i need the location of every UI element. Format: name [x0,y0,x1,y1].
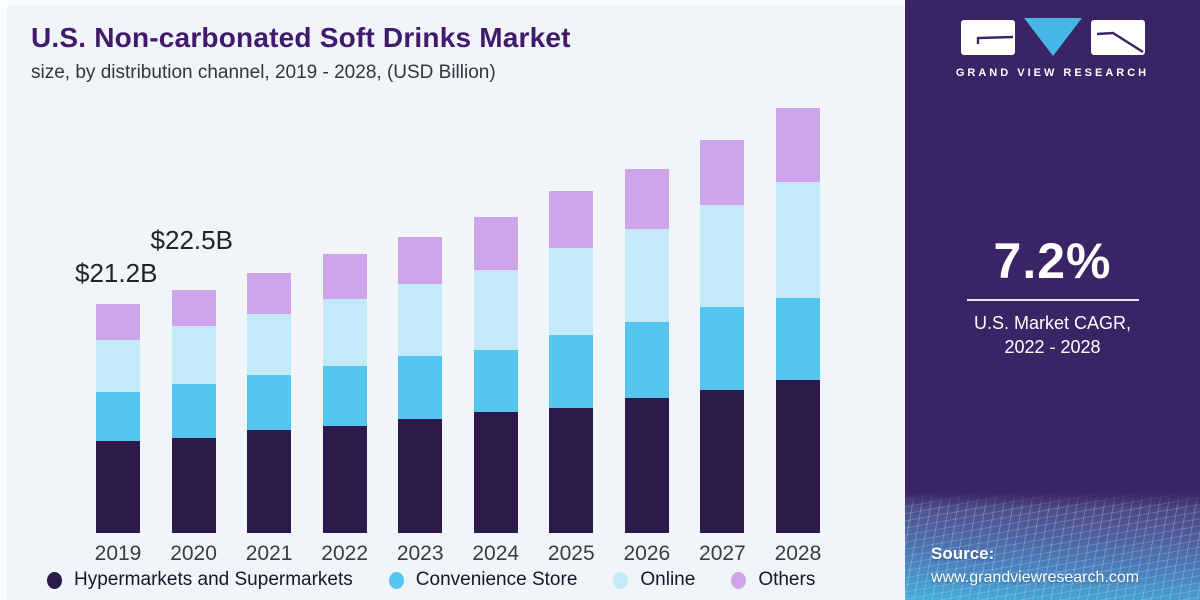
bar-segment-others-2020 [171,289,216,327]
bar-segment-convenience-store-2028 [775,298,820,381]
source-url: www.grandviewresearch.com [931,569,1140,586]
bar-segment-others-2025 [549,191,594,249]
bar-column-2025: 2025 [548,191,595,565]
bar-segment-convenience-store-2023 [398,355,443,420]
bar-segment-convenience-store-2019 [96,392,140,441]
gvr-logo: GRAND VIEW RESEARCH [905,18,1200,79]
cagr-caption-line2: 2022 - 2028 [1004,337,1101,358]
x-axis-label-2022: 2022 [321,542,368,565]
bar-segment-others-2028 [775,107,820,183]
bar-segment-convenience-store-2020 [171,383,216,438]
bar-segment-online-2026 [624,228,669,323]
x-axis-label-2025: 2025 [547,542,595,565]
bar-column-2020: $22.5B 2020 [151,225,233,565]
bar-segment-online-2023 [398,284,443,356]
x-axis-label-2021: 2021 [245,542,293,565]
gvr-logo-mark [905,18,1200,56]
logo-v-triangle-icon [1023,18,1082,56]
x-axis-label-2027: 2027 [699,542,746,565]
x-axis-label-2026: 2026 [623,542,671,565]
legend-item-hypermarkets-and-supermarkets: Hypermarkets and Supermarkets [47,569,353,591]
cagr-block: 7.2% U.S. Market CAGR, 2022 - 2028 [905,232,1200,360]
legend-item-convenience-store: Convenience Store [388,569,578,591]
bar-segment-convenience-store-2021 [247,375,292,431]
bar-segment-hypermarkets-and-supermarkets-2020 [171,437,216,533]
bar-segment-online-2022 [322,299,367,367]
legend-label: Others [758,569,816,590]
bar-column-2022: 2022 [321,253,368,565]
legend-dot-icon [613,571,629,589]
legend-item-online: Online [613,569,695,591]
x-axis-label-2024: 2024 [472,542,520,565]
logo-r-icon [1090,19,1145,55]
bar-column-2028: 2028 [775,107,821,565]
bar-segment-others-2027 [700,140,745,206]
chart-region: U.S. Non-carbonated Soft Drinks Market s… [0,0,905,600]
bar-segment-hypermarkets-and-supermarkets-2024 [473,411,518,533]
bar-segment-convenience-store-2024 [473,350,518,412]
bar-segment-hypermarkets-and-supermarkets-2025 [549,407,594,533]
logo-g-icon [960,19,1015,55]
bar-segment-others-2024 [473,217,518,271]
bar-segment-hypermarkets-and-supermarkets-2022 [322,425,367,533]
bar-segment-hypermarkets-and-supermarkets-2021 [247,430,292,533]
bar-segment-others-2023 [398,236,443,285]
sidebar: GRAND VIEW RESEARCH 7.2% U.S. Market CAG… [905,0,1200,600]
chart-legend: Hypermarkets and Supermarkets Convenience… [47,569,815,591]
bar-column-2026: 2026 [623,169,670,565]
bar-segment-online-2021 [247,314,292,376]
bar-segment-hypermarkets-and-supermarkets-2026 [624,397,669,533]
mesh-background [905,492,1200,600]
legend-dot-icon [731,571,747,589]
bar-segment-online-2027 [700,205,745,307]
cagr-value: 7.2% [993,233,1112,289]
bar-segment-hypermarkets-and-supermarkets-2027 [700,390,745,533]
bar-segment-online-2019 [96,340,140,393]
legend-item-others: Others [731,569,815,591]
legend-dot-icon [47,571,62,589]
bar-column-2024: 2024 [472,217,519,565]
bar-segment-online-2020 [171,326,216,384]
bar-column-2027: 2027 [699,140,746,565]
stacked-bar-chart: $21.2B 2019 $22.5B 2020 2021 2022 2023 2024 2025… [75,93,821,565]
bar-value-annotation-2020: $22.5B [150,224,233,255]
bar-segment-convenience-store-2027 [700,306,745,391]
brand-name: GRAND VIEW RESEARCH [955,67,1150,79]
page-title: U.S. Non-carbonated Soft Drinks Market [31,22,571,53]
bar-column-2021: 2021 [246,273,292,565]
cagr-caption-line1: U.S. Market CAGR, [973,313,1132,333]
mesh-fade [905,492,1200,508]
x-axis-label-2023: 2023 [396,542,444,565]
x-axis-label-2028: 2028 [774,542,822,565]
page-subtitle: size, by distribution channel, 2019 - 20… [31,62,496,83]
bar-segment-convenience-store-2026 [624,322,669,398]
bar-segment-hypermarkets-and-supermarkets-2019 [96,441,140,533]
bar-segment-online-2028 [775,182,820,299]
legend-dot-icon [388,571,404,589]
bar-segment-others-2022 [322,253,367,300]
bar-value-annotation-2019: $21.2B [75,257,158,288]
bar-segment-others-2026 [624,169,669,229]
x-axis-label-2020: 2020 [170,542,217,565]
bar-segment-others-2021 [247,273,292,315]
bar-segment-online-2025 [549,248,594,335]
legend-label: Online [640,569,696,590]
bar-segment-others-2019 [96,303,140,341]
cagr-divider [966,299,1139,301]
source-label: Source: [931,544,995,563]
bar-column-2023: 2023 [397,236,444,565]
bar-segment-convenience-store-2022 [322,366,367,426]
x-axis-label-2019: 2019 [94,542,142,565]
chart-header: U.S. Non-carbonated Soft Drinks Market s… [31,22,571,84]
bar-segment-hypermarkets-and-supermarkets-2023 [398,419,443,533]
legend-label: Hypermarkets and Supermarkets [74,569,353,590]
bar-segment-convenience-store-2025 [549,335,594,408]
source-block: Source: www.grandviewresearch.com [931,544,1139,587]
bar-column-2019: $21.2B 2019 [75,258,157,565]
bar-segment-hypermarkets-and-supermarkets-2028 [775,380,820,533]
bar-segment-online-2024 [473,270,518,351]
legend-label: Convenience Store [415,569,578,590]
